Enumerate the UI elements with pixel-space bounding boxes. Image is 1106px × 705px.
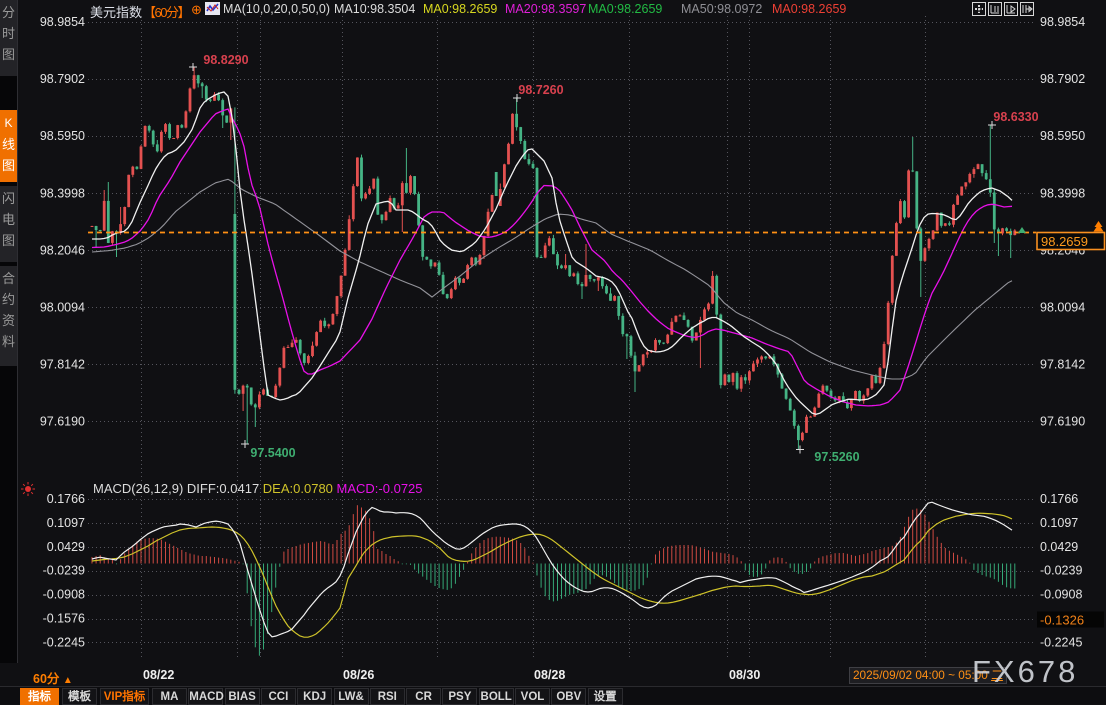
svg-text:0.1766: 0.1766 xyxy=(47,492,85,506)
svg-text:97.6190: 97.6190 xyxy=(1040,415,1085,429)
svg-text:-0.0239: -0.0239 xyxy=(43,564,85,578)
svg-text:-0.1576: -0.1576 xyxy=(43,612,85,626)
svg-text:0.1766: 0.1766 xyxy=(1040,492,1078,506)
svg-text:-0.1326: -0.1326 xyxy=(1040,613,1084,628)
svg-text:97.6190: 97.6190 xyxy=(40,415,85,429)
svg-text:0.0429: 0.0429 xyxy=(47,540,85,554)
svg-text:-0.2245: -0.2245 xyxy=(43,635,85,649)
svg-text:98.7902: 98.7902 xyxy=(40,72,85,86)
svg-text:97.5400: 97.5400 xyxy=(250,446,295,460)
svg-text:98.5950: 98.5950 xyxy=(1040,129,1085,143)
svg-text:98.0094: 98.0094 xyxy=(1040,301,1085,315)
svg-text:98.5950: 98.5950 xyxy=(40,129,85,143)
svg-text:-0.0239: -0.0239 xyxy=(1040,564,1082,578)
svg-text:0.0429: 0.0429 xyxy=(1040,540,1078,554)
svg-text:98.2046: 98.2046 xyxy=(40,243,85,257)
svg-text:98.0094: 98.0094 xyxy=(40,301,85,315)
svg-text:98.2659: 98.2659 xyxy=(1041,234,1088,249)
svg-text:-0.2245: -0.2245 xyxy=(1040,635,1082,649)
svg-text:98.8290: 98.8290 xyxy=(203,53,248,67)
svg-text:97.5260: 97.5260 xyxy=(814,450,859,464)
svg-text:98.9854: 98.9854 xyxy=(1040,15,1085,29)
svg-text:0.1097: 0.1097 xyxy=(47,516,85,530)
svg-text:98.6330: 98.6330 xyxy=(993,110,1038,124)
svg-text:98.7260: 98.7260 xyxy=(518,83,563,97)
svg-text:98.7902: 98.7902 xyxy=(1040,72,1085,86)
svg-text:98.3998: 98.3998 xyxy=(1040,186,1085,200)
svg-text:0.1097: 0.1097 xyxy=(1040,516,1078,530)
svg-text:97.8142: 97.8142 xyxy=(40,358,85,372)
svg-text:-0.0908: -0.0908 xyxy=(1040,588,1082,602)
svg-text:-0.0908: -0.0908 xyxy=(43,588,85,602)
svg-text:MACD(26,12,9) DIFF:0.0417 DEA:: MACD(26,12,9) DIFF:0.0417 DEA:0.0780 MAC… xyxy=(93,481,423,496)
svg-text:98.9854: 98.9854 xyxy=(40,15,85,29)
svg-text:98.3998: 98.3998 xyxy=(40,186,85,200)
svg-text:97.8142: 97.8142 xyxy=(1040,358,1085,372)
